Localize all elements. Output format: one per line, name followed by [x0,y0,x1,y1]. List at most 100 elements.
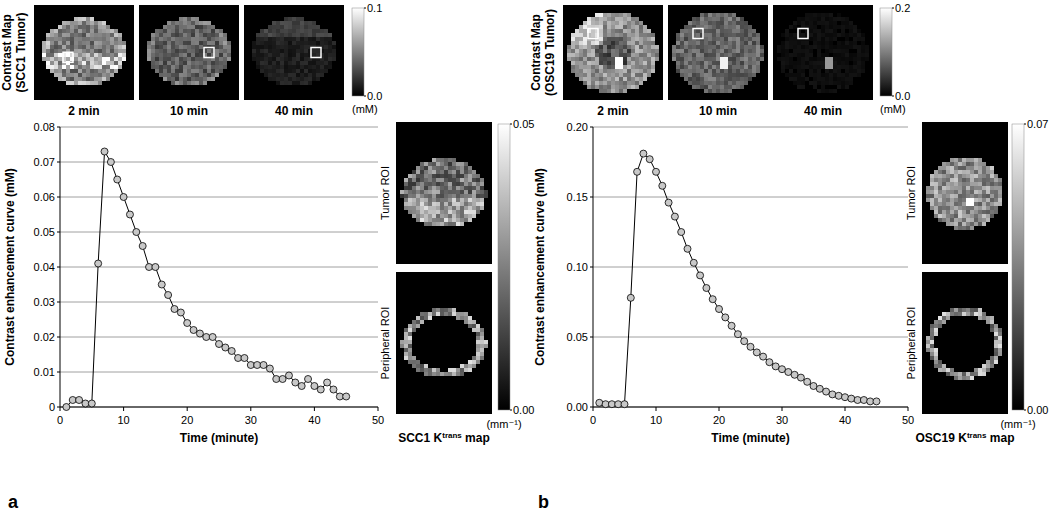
map-pixel [603,21,607,25]
map-pixel [440,162,444,166]
map-pixel [472,206,476,210]
map-pixel [151,61,155,65]
map-pixel [575,65,579,69]
map-pixel [744,45,748,49]
map-pixel [599,65,603,69]
map-pixel [50,61,54,65]
map-pixel [639,69,643,73]
map-pixel [615,69,619,73]
map-pixel [78,73,82,77]
map-pixel [724,41,728,45]
map-pixel [199,69,203,73]
map-pixel [460,186,464,190]
map-pixel [476,344,480,348]
map-pixel [155,49,159,53]
map-pixel [728,61,732,65]
map-pixel [256,49,260,53]
map-pixel [627,65,631,69]
map-pixel [472,202,476,206]
map-pixel [90,69,94,73]
map-pixel [187,53,191,57]
map-pixel [692,65,696,69]
map-pixel [312,61,316,65]
map-pixel [595,49,599,53]
map-pixel [444,194,448,198]
map-pixel [102,69,106,73]
colorbar-tick [510,410,512,411]
caption-part: map [462,431,490,445]
map-pixel [316,33,320,37]
map-pixel [432,174,436,178]
map-pixel [651,65,655,69]
map-pixel [264,61,268,65]
map-pixel [195,37,199,41]
map-pixel [316,73,320,77]
map-pixel [118,37,122,41]
map-pixel [316,69,320,73]
map-pixel [567,53,571,57]
map-pixel [98,57,102,61]
map-pixel [607,53,611,57]
map-pixel [412,356,416,360]
map-pixel [227,57,231,61]
map-pixel [211,33,215,37]
map-pixel [90,25,94,29]
map-pixel [635,41,639,45]
map-pixel [748,45,752,49]
map-pixel [66,77,70,81]
map-pixel [583,77,587,81]
map-pixel [611,81,615,85]
map-pixel [296,21,300,25]
map-pixel [268,77,272,81]
map-pixel [171,37,175,41]
map-pixel [159,41,163,45]
map-pixel [191,73,195,77]
map-pixel [643,69,647,73]
map-pixel [106,73,110,77]
map-pixel [155,33,159,37]
map-pixel [732,17,736,21]
map-pixel [90,53,94,57]
map-pixel [260,57,264,61]
map-pixel [468,194,472,198]
map-pixel [54,41,58,45]
map-pixel [448,166,452,170]
map-pixel [428,174,432,178]
map-pixel [98,45,102,49]
map-pixel [296,57,300,61]
map-pixel [308,65,312,69]
map-pixel [436,162,440,166]
colorbar-tick [510,124,512,125]
map-pixel [619,81,623,85]
map-pixel [304,45,308,49]
map-pixel [448,372,452,376]
map-pixel [472,182,476,186]
map-pixel [211,69,215,73]
map-pixel [724,29,728,33]
map-pixel [98,41,102,45]
map-pixel [732,53,736,57]
map-pixel [736,77,740,81]
map-pixel [86,49,90,53]
map-pixel [724,37,728,41]
map-pixel [472,356,476,360]
map-pixel [728,37,732,41]
map-pixel [199,73,203,77]
map-pixel [432,222,436,226]
map-pixel [575,45,579,49]
map-pixel [74,49,78,53]
map-pixel [595,85,599,89]
map-pixel [440,170,444,174]
map-pixel [456,194,460,198]
map-pixel [86,17,90,21]
map-pixel [688,33,692,37]
map-pixel [728,45,732,49]
map-title: Contrast Map [0,14,14,91]
map-pixel [118,41,122,45]
map-pixel [207,61,211,65]
map-pixel [599,41,603,45]
map-pixel [716,41,720,45]
map-pixel [110,45,114,49]
map-pixel [700,77,704,81]
map-pixel [187,41,191,45]
